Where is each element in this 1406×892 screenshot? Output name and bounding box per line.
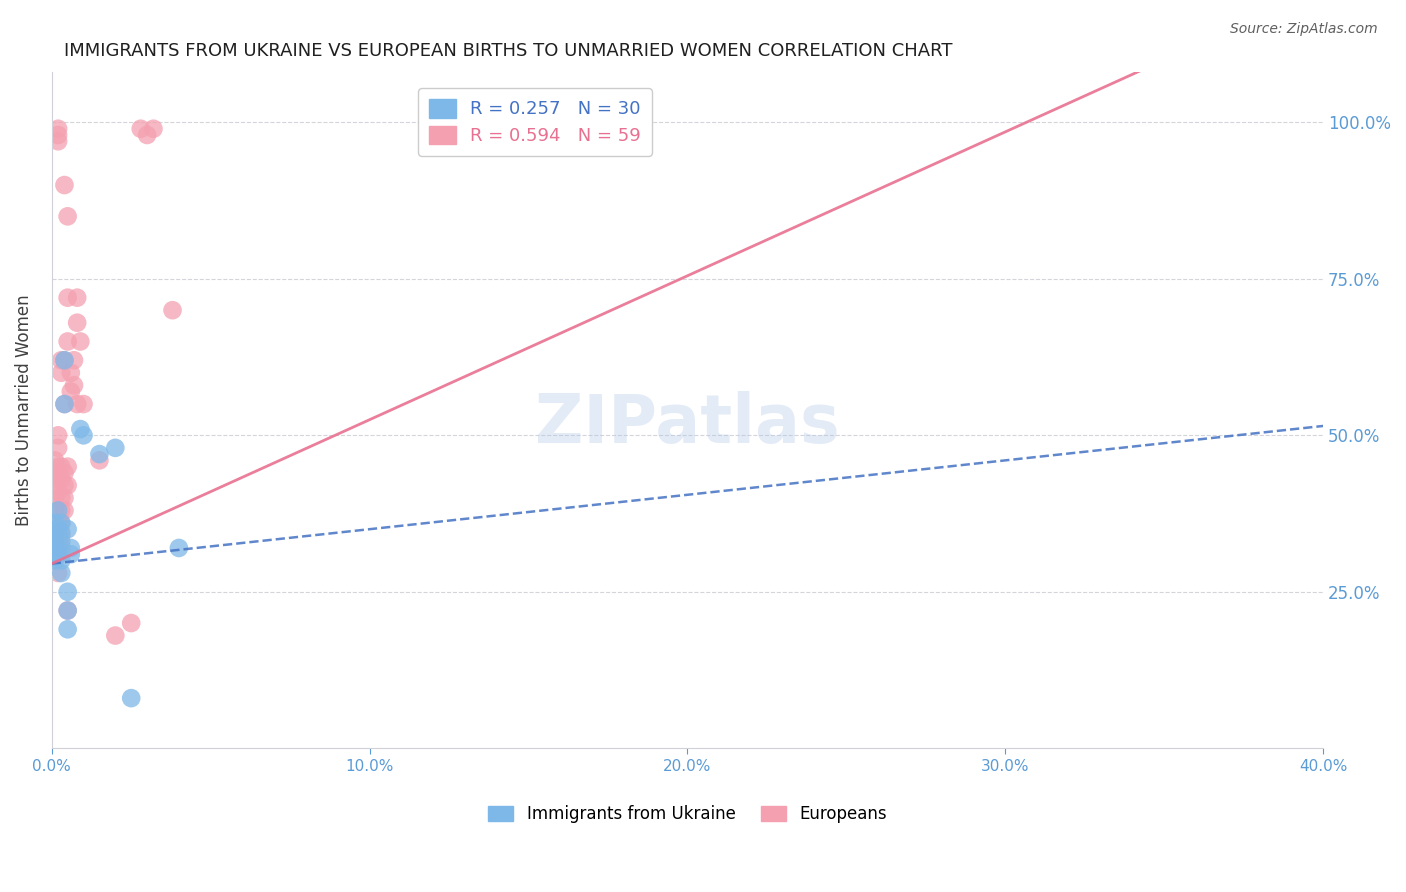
Point bbox=[46, 134, 69, 148]
Point bbox=[46, 128, 69, 142]
Point bbox=[53, 397, 76, 411]
Point bbox=[46, 441, 69, 455]
Point bbox=[72, 428, 94, 442]
Point bbox=[44, 491, 66, 505]
Text: Source: ZipAtlas.com: Source: ZipAtlas.com bbox=[1230, 22, 1378, 37]
Y-axis label: Births to Unmarried Women: Births to Unmarried Women bbox=[15, 294, 32, 526]
Point bbox=[66, 397, 89, 411]
Point bbox=[51, 459, 73, 474]
Point bbox=[46, 503, 69, 517]
Point bbox=[66, 291, 89, 305]
Point bbox=[46, 541, 69, 555]
Point bbox=[51, 516, 73, 530]
Point bbox=[44, 503, 66, 517]
Point bbox=[89, 453, 111, 467]
Point bbox=[51, 366, 73, 380]
Point bbox=[46, 472, 69, 486]
Point bbox=[51, 534, 73, 549]
Point bbox=[162, 303, 184, 318]
Point bbox=[46, 566, 69, 580]
Point bbox=[66, 316, 89, 330]
Point bbox=[120, 691, 142, 706]
Point bbox=[44, 534, 66, 549]
Point bbox=[51, 541, 73, 555]
Point bbox=[51, 528, 73, 542]
Point bbox=[72, 397, 94, 411]
Point bbox=[56, 334, 79, 349]
Point bbox=[56, 603, 79, 617]
Point bbox=[56, 291, 79, 305]
Point bbox=[104, 629, 127, 643]
Point bbox=[51, 553, 73, 567]
Point bbox=[142, 121, 165, 136]
Point bbox=[56, 459, 79, 474]
Point bbox=[53, 353, 76, 368]
Point bbox=[56, 584, 79, 599]
Point bbox=[53, 178, 76, 192]
Point bbox=[44, 541, 66, 555]
Point bbox=[44, 466, 66, 480]
Point bbox=[51, 353, 73, 368]
Point bbox=[69, 334, 91, 349]
Point bbox=[44, 553, 66, 567]
Point bbox=[51, 525, 73, 540]
Text: ZIPatlas: ZIPatlas bbox=[536, 391, 839, 457]
Point bbox=[51, 516, 73, 530]
Point bbox=[46, 541, 69, 555]
Point bbox=[120, 615, 142, 630]
Point bbox=[56, 478, 79, 492]
Point bbox=[51, 566, 73, 580]
Point bbox=[44, 550, 66, 565]
Point bbox=[46, 484, 69, 499]
Point bbox=[89, 447, 111, 461]
Point bbox=[46, 121, 69, 136]
Text: IMMIGRANTS FROM UKRAINE VS EUROPEAN BIRTHS TO UNMARRIED WOMEN CORRELATION CHART: IMMIGRANTS FROM UKRAINE VS EUROPEAN BIRT… bbox=[65, 42, 953, 60]
Point bbox=[53, 397, 76, 411]
Point bbox=[44, 478, 66, 492]
Point bbox=[51, 491, 73, 505]
Point bbox=[46, 547, 69, 561]
Point bbox=[53, 503, 76, 517]
Point bbox=[104, 441, 127, 455]
Point bbox=[44, 516, 66, 530]
Point bbox=[46, 522, 69, 536]
Point bbox=[46, 459, 69, 474]
Legend: Immigrants from Ukraine, Europeans: Immigrants from Ukraine, Europeans bbox=[479, 797, 894, 831]
Point bbox=[46, 528, 69, 542]
Point bbox=[53, 353, 76, 368]
Point bbox=[53, 478, 76, 492]
Point bbox=[63, 353, 86, 368]
Point bbox=[44, 528, 66, 542]
Point bbox=[46, 428, 69, 442]
Point bbox=[53, 466, 76, 480]
Point bbox=[44, 541, 66, 555]
Point bbox=[46, 503, 69, 517]
Point bbox=[44, 547, 66, 561]
Point bbox=[167, 541, 190, 555]
Point bbox=[51, 472, 73, 486]
Point bbox=[44, 516, 66, 530]
Point bbox=[63, 378, 86, 392]
Point bbox=[59, 547, 82, 561]
Point bbox=[129, 121, 152, 136]
Point bbox=[59, 366, 82, 380]
Point bbox=[59, 384, 82, 399]
Point bbox=[59, 541, 82, 555]
Point bbox=[46, 516, 69, 530]
Point bbox=[44, 453, 66, 467]
Point bbox=[56, 210, 79, 224]
Point bbox=[56, 603, 79, 617]
Point bbox=[51, 503, 73, 517]
Point bbox=[56, 522, 79, 536]
Point bbox=[56, 622, 79, 636]
Point bbox=[69, 422, 91, 436]
Point bbox=[136, 128, 159, 142]
Point bbox=[44, 528, 66, 542]
Point bbox=[53, 491, 76, 505]
